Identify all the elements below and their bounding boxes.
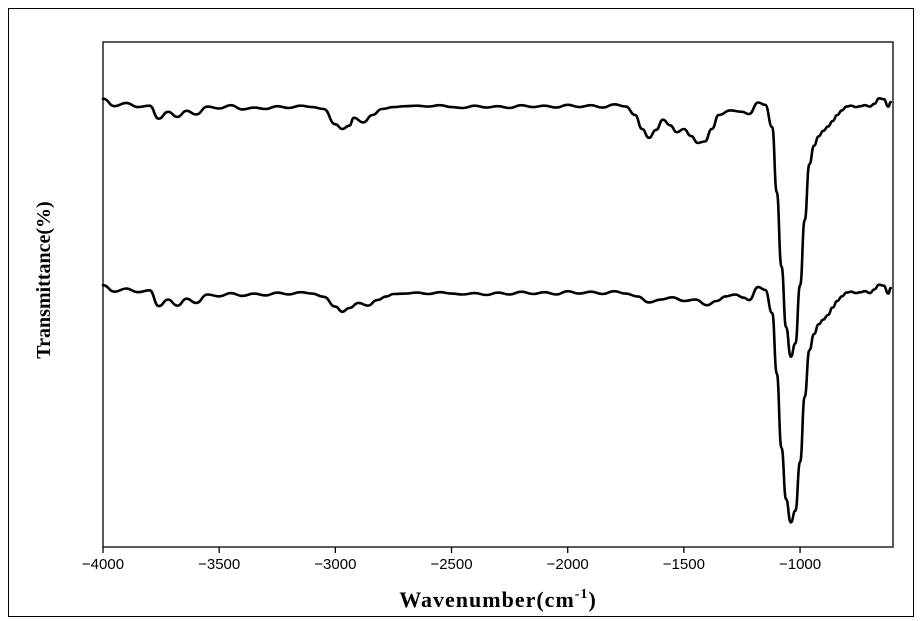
x-axis-title-superscript: -1 — [575, 587, 589, 602]
x-tick-label: −2000 — [547, 556, 589, 573]
x-axis-title: Wavenumber(cm-1) — [399, 587, 597, 612]
x-tick-label: −2500 — [430, 556, 472, 573]
x-tick-label: −4000 — [82, 556, 124, 573]
x-axis-title-suffix: ) — [588, 587, 596, 612]
x-tick-label: −1500 — [663, 556, 705, 573]
x-axis-title-main: Wavenumber(cm — [399, 587, 575, 612]
x-tick-label: −1000 — [779, 556, 821, 573]
series-group — [101, 97, 892, 524]
plot-area — [102, 41, 894, 548]
x-tick-label: −3500 — [198, 556, 240, 573]
figure-frame — [8, 8, 914, 617]
x-tick-label: −3000 — [314, 556, 356, 573]
series-line-1 — [101, 97, 892, 359]
series-line-2 — [101, 283, 892, 524]
x-axis-ticks: −4000 −3500 −3000 −2500 −2000 −1500 −1000 — [82, 547, 821, 573]
y-axis-title: Transmittance(%) — [33, 201, 55, 358]
